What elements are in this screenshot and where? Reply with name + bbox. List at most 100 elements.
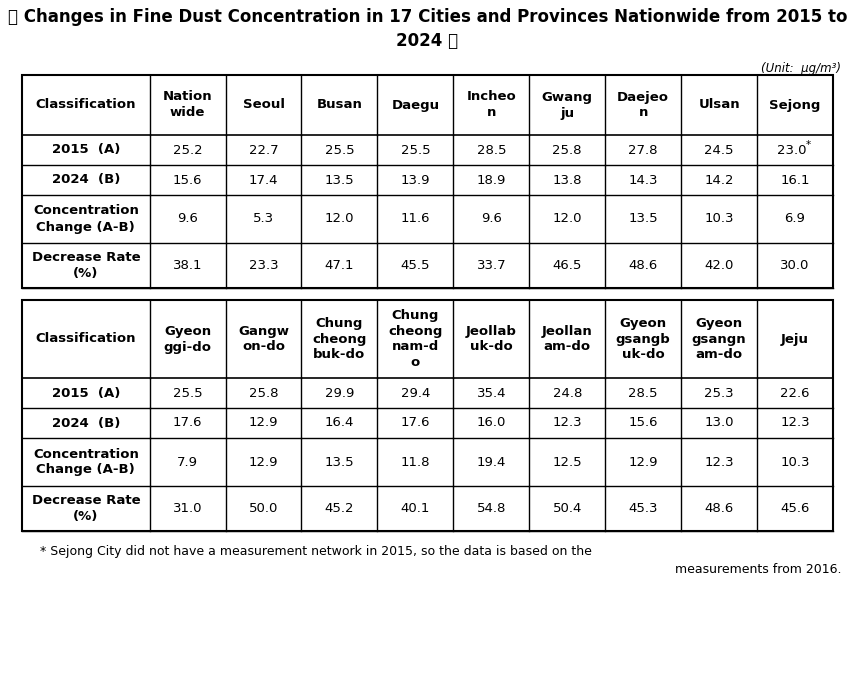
Text: ［ Changes in Fine Dust Concentration in 17 Cities and Provinces Nationwide from : ［ Changes in Fine Dust Concentration in …: [8, 8, 847, 26]
Text: 28.5: 28.5: [476, 143, 506, 156]
Text: 10.3: 10.3: [705, 212, 734, 225]
Text: 28.5: 28.5: [628, 387, 658, 400]
Text: 17.6: 17.6: [401, 417, 430, 430]
Text: 6.9: 6.9: [785, 212, 805, 225]
Text: Nation
wide: Nation wide: [162, 91, 212, 120]
Text: 25.8: 25.8: [552, 143, 582, 156]
Text: 16.1: 16.1: [781, 173, 810, 186]
Text: 12.9: 12.9: [249, 417, 278, 430]
Text: 48.6: 48.6: [705, 502, 734, 515]
Text: 33.7: 33.7: [476, 259, 506, 272]
Text: 2015  (A): 2015 (A): [51, 387, 120, 400]
Text: 15.6: 15.6: [628, 417, 658, 430]
Text: 23.0: 23.0: [777, 143, 807, 156]
Text: Ulsan: Ulsan: [699, 98, 740, 111]
Text: Seoul: Seoul: [243, 98, 285, 111]
Text: 9.6: 9.6: [177, 212, 198, 225]
Text: 12.3: 12.3: [705, 456, 734, 469]
Text: 12.9: 12.9: [628, 456, 658, 469]
Text: 14.2: 14.2: [705, 173, 734, 186]
Text: 48.6: 48.6: [628, 259, 657, 272]
Text: Gwang
ju: Gwang ju: [542, 91, 593, 120]
Text: 38.1: 38.1: [173, 259, 203, 272]
Text: 17.6: 17.6: [173, 417, 203, 430]
Text: 7.9: 7.9: [177, 456, 198, 469]
Text: 45.3: 45.3: [628, 502, 658, 515]
Text: 29.4: 29.4: [401, 387, 430, 400]
Text: Gyeon
gsangb
uk-do: Gyeon gsangb uk-do: [616, 316, 670, 361]
Text: 22.6: 22.6: [781, 387, 810, 400]
Bar: [22, 75, 833, 288]
Text: 31.0: 31.0: [173, 502, 203, 515]
Text: 10.3: 10.3: [781, 456, 810, 469]
Text: Classification: Classification: [36, 333, 136, 346]
Text: 2024 ］: 2024 ］: [397, 32, 458, 50]
Text: 25.3: 25.3: [705, 387, 734, 400]
Text: 16.0: 16.0: [476, 417, 506, 430]
Text: 12.3: 12.3: [781, 417, 810, 430]
Text: Jeju: Jeju: [781, 333, 809, 346]
Text: 47.1: 47.1: [325, 259, 354, 272]
Text: Gyeon
gsangn
am-do: Gyeon gsangn am-do: [692, 316, 746, 361]
Text: Chung
cheong
buk-do: Chung cheong buk-do: [312, 316, 367, 361]
Text: 24.8: 24.8: [552, 387, 582, 400]
Text: 13.5: 13.5: [628, 212, 658, 225]
Text: 13.5: 13.5: [325, 173, 354, 186]
Text: 40.1: 40.1: [401, 502, 430, 515]
Text: 25.8: 25.8: [249, 387, 278, 400]
Text: 12.0: 12.0: [552, 212, 582, 225]
Text: 29.9: 29.9: [325, 387, 354, 400]
Text: 27.8: 27.8: [628, 143, 658, 156]
Text: 9.6: 9.6: [481, 212, 502, 225]
Text: Decrease Rate
(%): Decrease Rate (%): [32, 494, 140, 523]
Text: Daejeo
n: Daejeo n: [617, 91, 669, 120]
Text: 2024  (B): 2024 (B): [51, 173, 120, 186]
Text: Jeollan
am-do: Jeollan am-do: [542, 324, 593, 354]
Text: 16.4: 16.4: [325, 417, 354, 430]
Bar: [22, 300, 833, 531]
Text: (Unit:  μg/m³): (Unit: μg/m³): [761, 62, 841, 75]
Text: 46.5: 46.5: [552, 259, 582, 272]
Text: 15.6: 15.6: [173, 173, 203, 186]
Text: 13.5: 13.5: [325, 456, 354, 469]
Text: Gyeon
ggi-do: Gyeon ggi-do: [163, 324, 211, 354]
Text: 17.4: 17.4: [249, 173, 278, 186]
Text: 12.0: 12.0: [325, 212, 354, 225]
Text: 24.5: 24.5: [705, 143, 734, 156]
Text: * Sejong City did not have a measurement network in 2015, so the data is based o: * Sejong City did not have a measurement…: [40, 545, 592, 558]
Text: 2024  (B): 2024 (B): [51, 417, 120, 430]
Text: 35.4: 35.4: [476, 387, 506, 400]
Text: 30.0: 30.0: [781, 259, 810, 272]
Text: 45.2: 45.2: [325, 502, 354, 515]
Text: 23.3: 23.3: [249, 259, 279, 272]
Text: 11.6: 11.6: [401, 212, 430, 225]
Text: 25.5: 25.5: [325, 143, 354, 156]
Text: 14.3: 14.3: [628, 173, 658, 186]
Text: 13.8: 13.8: [552, 173, 582, 186]
Text: 12.9: 12.9: [249, 456, 278, 469]
Text: 22.7: 22.7: [249, 143, 279, 156]
Text: 18.9: 18.9: [476, 173, 506, 186]
Text: Sejong: Sejong: [770, 98, 821, 111]
Text: 50.0: 50.0: [249, 502, 278, 515]
Text: 45.5: 45.5: [401, 259, 430, 272]
Text: Decrease Rate
(%): Decrease Rate (%): [32, 251, 140, 280]
Text: *: *: [806, 139, 811, 150]
Text: 11.8: 11.8: [401, 456, 430, 469]
Text: Gangw
on-do: Gangw on-do: [238, 324, 289, 354]
Text: 12.3: 12.3: [552, 417, 582, 430]
Text: 13.9: 13.9: [401, 173, 430, 186]
Text: 50.4: 50.4: [552, 502, 582, 515]
Text: 2015  (A): 2015 (A): [51, 143, 120, 156]
Text: Concentration
Change (A-B): Concentration Change (A-B): [32, 447, 139, 477]
Text: Daegu: Daegu: [392, 98, 439, 111]
Text: 12.5: 12.5: [552, 456, 582, 469]
Text: 5.3: 5.3: [253, 212, 274, 225]
Text: Jeollab
uk-do: Jeollab uk-do: [466, 324, 516, 354]
Text: Concentration
Change (A-B): Concentration Change (A-B): [32, 204, 139, 234]
Text: 25.5: 25.5: [173, 387, 203, 400]
Text: 42.0: 42.0: [705, 259, 734, 272]
Text: 13.0: 13.0: [705, 417, 734, 430]
Text: 19.4: 19.4: [476, 456, 506, 469]
Text: Chung
cheong
nam-d
o: Chung cheong nam-d o: [388, 309, 443, 370]
